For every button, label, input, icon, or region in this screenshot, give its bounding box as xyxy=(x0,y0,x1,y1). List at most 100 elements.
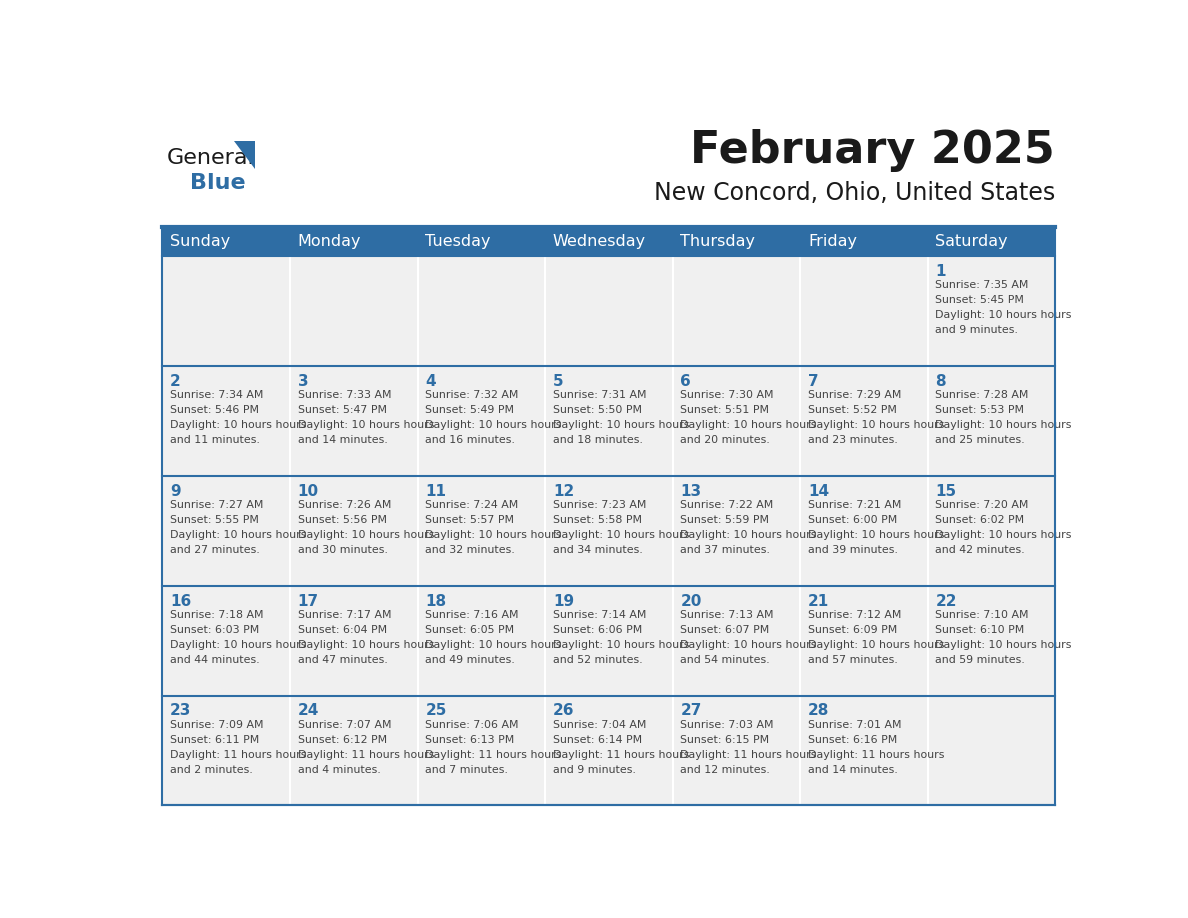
Text: and 30 minutes.: and 30 minutes. xyxy=(298,545,387,555)
Text: and 14 minutes.: and 14 minutes. xyxy=(808,765,898,775)
Bar xyxy=(545,586,672,696)
Text: 21: 21 xyxy=(808,594,829,609)
Text: 22: 22 xyxy=(935,594,958,609)
Text: Sunset: 6:02 PM: Sunset: 6:02 PM xyxy=(935,515,1024,525)
Bar xyxy=(163,476,290,586)
Bar xyxy=(290,476,417,586)
Text: Sunrise: 7:16 AM: Sunrise: 7:16 AM xyxy=(425,610,519,620)
Text: Daylight: 11 hours hours: Daylight: 11 hours hours xyxy=(681,750,817,759)
Bar xyxy=(545,696,672,805)
Text: Sunrise: 7:13 AM: Sunrise: 7:13 AM xyxy=(681,610,773,620)
Text: Tuesday: Tuesday xyxy=(425,234,491,250)
Text: Daylight: 10 hours hours: Daylight: 10 hours hours xyxy=(935,310,1072,320)
Text: 11: 11 xyxy=(425,484,447,498)
Text: Sunrise: 7:32 AM: Sunrise: 7:32 AM xyxy=(425,390,519,400)
Text: Sunrise: 7:23 AM: Sunrise: 7:23 AM xyxy=(552,500,646,509)
Text: Sunset: 6:16 PM: Sunset: 6:16 PM xyxy=(808,734,897,744)
Bar xyxy=(545,366,672,476)
Text: and 37 minutes.: and 37 minutes. xyxy=(681,545,770,555)
Text: Sunrise: 7:35 AM: Sunrise: 7:35 AM xyxy=(935,280,1029,290)
Bar xyxy=(545,476,672,586)
Bar xyxy=(928,256,1055,366)
Text: Sunrise: 7:17 AM: Sunrise: 7:17 AM xyxy=(298,610,391,620)
Text: Sunset: 6:14 PM: Sunset: 6:14 PM xyxy=(552,734,642,744)
Text: Daylight: 11 hours hours: Daylight: 11 hours hours xyxy=(552,750,689,759)
Text: Daylight: 10 hours hours: Daylight: 10 hours hours xyxy=(425,640,562,650)
Text: Sunset: 6:13 PM: Sunset: 6:13 PM xyxy=(425,734,514,744)
Text: Sunrise: 7:07 AM: Sunrise: 7:07 AM xyxy=(298,720,391,730)
Text: and 57 minutes.: and 57 minutes. xyxy=(808,655,898,665)
Text: 5: 5 xyxy=(552,374,563,389)
Bar xyxy=(672,696,801,805)
Text: Sunset: 5:59 PM: Sunset: 5:59 PM xyxy=(681,515,770,525)
Bar xyxy=(801,476,928,586)
Text: Sunset: 5:53 PM: Sunset: 5:53 PM xyxy=(935,405,1024,415)
Text: Sunset: 6:03 PM: Sunset: 6:03 PM xyxy=(170,625,259,634)
Text: Sunset: 6:07 PM: Sunset: 6:07 PM xyxy=(681,625,770,634)
Text: Sunset: 6:05 PM: Sunset: 6:05 PM xyxy=(425,625,514,634)
Bar xyxy=(417,476,545,586)
Text: and 2 minutes.: and 2 minutes. xyxy=(170,765,253,775)
Text: and 9 minutes.: and 9 minutes. xyxy=(935,325,1018,335)
Text: Sunset: 5:49 PM: Sunset: 5:49 PM xyxy=(425,405,514,415)
Text: 15: 15 xyxy=(935,484,956,498)
Text: Sunset: 5:56 PM: Sunset: 5:56 PM xyxy=(298,515,387,525)
Bar xyxy=(801,696,928,805)
Text: Saturday: Saturday xyxy=(935,234,1009,250)
Text: 25: 25 xyxy=(425,703,447,719)
Text: Sunset: 5:45 PM: Sunset: 5:45 PM xyxy=(935,296,1024,306)
Text: and 14 minutes.: and 14 minutes. xyxy=(298,435,387,445)
Bar xyxy=(672,586,801,696)
Bar xyxy=(672,476,801,586)
Text: and 49 minutes.: and 49 minutes. xyxy=(425,655,516,665)
Bar xyxy=(672,366,801,476)
Bar xyxy=(163,586,290,696)
Text: 10: 10 xyxy=(298,484,318,498)
Text: Daylight: 10 hours hours: Daylight: 10 hours hours xyxy=(935,640,1072,650)
Text: and 16 minutes.: and 16 minutes. xyxy=(425,435,516,445)
Text: Sunrise: 7:22 AM: Sunrise: 7:22 AM xyxy=(681,500,773,509)
Text: Daylight: 11 hours hours: Daylight: 11 hours hours xyxy=(808,750,944,759)
Text: Daylight: 10 hours hours: Daylight: 10 hours hours xyxy=(552,530,689,540)
Text: Sunset: 6:00 PM: Sunset: 6:00 PM xyxy=(808,515,897,525)
Text: Daylight: 11 hours hours: Daylight: 11 hours hours xyxy=(170,750,307,759)
Text: Sunset: 5:58 PM: Sunset: 5:58 PM xyxy=(552,515,642,525)
Text: Sunset: 5:57 PM: Sunset: 5:57 PM xyxy=(425,515,514,525)
Text: and 7 minutes.: and 7 minutes. xyxy=(425,765,508,775)
Text: 8: 8 xyxy=(935,374,946,389)
Text: Sunday: Sunday xyxy=(170,234,230,250)
Text: 16: 16 xyxy=(170,594,191,609)
Text: Daylight: 11 hours hours: Daylight: 11 hours hours xyxy=(298,750,435,759)
Text: Friday: Friday xyxy=(808,234,857,250)
Text: Sunrise: 7:33 AM: Sunrise: 7:33 AM xyxy=(298,390,391,400)
Text: and 52 minutes.: and 52 minutes. xyxy=(552,655,643,665)
Text: Daylight: 10 hours hours: Daylight: 10 hours hours xyxy=(298,420,435,431)
Text: and 34 minutes.: and 34 minutes. xyxy=(552,545,643,555)
Text: and 4 minutes.: and 4 minutes. xyxy=(298,765,380,775)
Bar xyxy=(163,366,290,476)
Polygon shape xyxy=(234,141,255,170)
Bar xyxy=(290,586,417,696)
Text: and 32 minutes.: and 32 minutes. xyxy=(425,545,516,555)
Text: Daylight: 11 hours hours: Daylight: 11 hours hours xyxy=(425,750,562,759)
Bar xyxy=(290,366,417,476)
Bar xyxy=(928,586,1055,696)
Bar xyxy=(545,256,672,366)
Bar xyxy=(672,256,801,366)
Text: 12: 12 xyxy=(552,484,574,498)
Text: Daylight: 10 hours hours: Daylight: 10 hours hours xyxy=(681,420,817,431)
Bar xyxy=(163,256,290,366)
Text: 1: 1 xyxy=(935,264,946,279)
Text: Daylight: 10 hours hours: Daylight: 10 hours hours xyxy=(298,530,435,540)
Text: Sunrise: 7:29 AM: Sunrise: 7:29 AM xyxy=(808,390,902,400)
Text: Sunset: 6:10 PM: Sunset: 6:10 PM xyxy=(935,625,1025,634)
Text: General: General xyxy=(166,148,254,168)
Text: and 39 minutes.: and 39 minutes. xyxy=(808,545,898,555)
Text: Daylight: 10 hours hours: Daylight: 10 hours hours xyxy=(552,420,689,431)
Text: 27: 27 xyxy=(681,703,702,719)
Bar xyxy=(928,696,1055,805)
Text: Daylight: 10 hours hours: Daylight: 10 hours hours xyxy=(681,530,817,540)
Bar xyxy=(163,696,290,805)
Text: Sunset: 5:46 PM: Sunset: 5:46 PM xyxy=(170,405,259,415)
Text: Sunset: 6:15 PM: Sunset: 6:15 PM xyxy=(681,734,770,744)
